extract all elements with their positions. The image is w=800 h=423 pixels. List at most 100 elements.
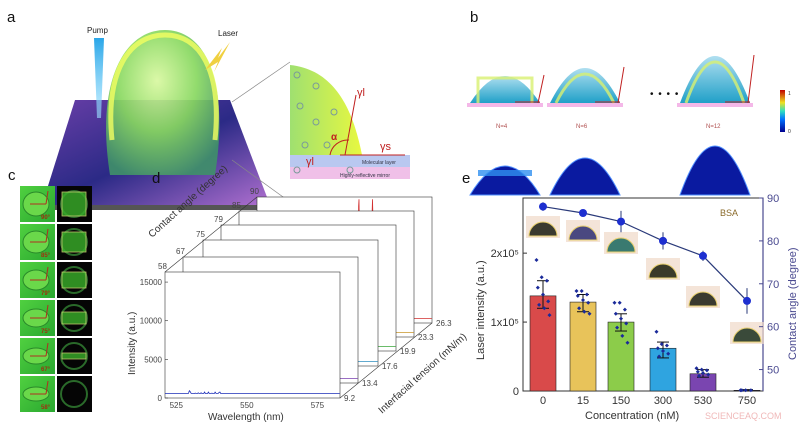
data-point [622, 307, 627, 312]
y2-tick-label: 70 [767, 279, 779, 291]
tension-tick: 26.3 [436, 319, 452, 328]
y2-tick-label: 80 [767, 236, 779, 248]
droplet-simulation [470, 76, 540, 103]
data-point [547, 313, 552, 318]
angle-label: 75° [41, 329, 51, 335]
contact-angle-tick: 58 [158, 262, 167, 271]
contact-angle-tick: 90 [250, 187, 259, 196]
contact-angle-arc [329, 139, 350, 156]
mode-label: N=4 [496, 124, 508, 130]
x-tick-label: 525 [170, 401, 184, 410]
molecular-layer-label: Molecular layer [362, 160, 396, 166]
panel-d: d 90 26.3 85 23.3 79 19.9 75 17.6 67 13.4 58 9.2 0 50… [127, 164, 469, 423]
e-y2label: Contact angle (degree) [787, 247, 799, 360]
panel-label-d: d [152, 170, 160, 187]
angle-label: 79° [41, 291, 51, 297]
data-point [535, 285, 540, 290]
data-point [546, 299, 551, 304]
mirror-label: Highly-reflective mirror [340, 173, 390, 179]
y-tick-label: 0 [513, 386, 519, 398]
data-point [541, 292, 545, 297]
zoom-line-top [231, 61, 291, 103]
data-point [620, 333, 625, 338]
data-point [537, 302, 542, 307]
data-point [539, 275, 544, 280]
spectrum-panel-58 [164, 271, 341, 399]
droplet-photo [568, 225, 598, 241]
droplet-photo [688, 291, 718, 307]
e-ylabel: Laser intensity (a.u.) [475, 260, 487, 360]
contact-angle-tick: 67 [176, 247, 185, 256]
panel-a: a Pump Laser γl α γs γl Molec [7, 9, 410, 210]
contact-angle-point [579, 209, 587, 218]
mode-box [61, 271, 87, 289]
laser-emission-icon [205, 42, 230, 72]
contact-angle-line [747, 54, 755, 104]
y-tick-label: 10000 [140, 317, 163, 326]
x-tick-label: 575 [311, 401, 325, 410]
mode-path [554, 72, 616, 104]
data-point [699, 367, 704, 372]
colorbar-min: 0 [788, 129, 791, 135]
panel-b: b N=4 N=6 N=12 • • • • 1 0 [467, 9, 791, 196]
mode-path [476, 76, 534, 103]
substrate [677, 103, 753, 107]
zoom-line-bottom [231, 159, 291, 203]
panel-label-a: a [7, 9, 16, 26]
d-ylabel: Intensity (a.u.) [127, 312, 138, 375]
panel-label-e: e [462, 170, 470, 187]
x-tick-label: 750 [738, 395, 756, 407]
y2-tick-label: 50 [767, 365, 779, 377]
contact-angle-line [537, 74, 545, 104]
fluorescence-ring [60, 380, 88, 408]
colorbar-max: 1 [788, 91, 791, 97]
mode-box [61, 191, 87, 217]
data-point [654, 329, 659, 334]
data-point [581, 298, 585, 303]
contact-angle-tick: 85 [232, 201, 241, 210]
pump-label: Pump [87, 26, 108, 35]
data-point [574, 289, 579, 294]
e-xlabel: Concentration (nM) [585, 410, 679, 422]
contact-angle-point [743, 296, 751, 305]
angle-label: 67° [41, 367, 51, 373]
droplet-resonator [106, 30, 220, 175]
x-tick-label: 150 [612, 395, 630, 407]
mode-box [61, 352, 87, 360]
laser-label: Laser [218, 29, 238, 38]
droplet-photo [606, 237, 636, 253]
data-point [534, 258, 539, 263]
data-point [615, 325, 620, 330]
fluorescence-ring [60, 304, 88, 332]
substrate [467, 103, 543, 107]
spectra-chart: 90 26.3 85 23.3 79 19.9 75 17.6 67 13.4 58 9.2 0 5000… [140, 187, 452, 410]
x-tick-label: 530 [694, 395, 712, 407]
inset-droplet-edge [290, 65, 362, 155]
tension-axis [339, 322, 433, 399]
contact-angle-point [659, 236, 667, 245]
panel-c: c 90° 85° 79° 75° 67° 58° [8, 167, 92, 412]
contact-line-inset: γl α γs γl Molecular layer Highly-reflec… [290, 65, 410, 179]
droplet-photo [732, 327, 762, 343]
tension-tick: 9.2 [344, 394, 356, 403]
gamma-s-label: γs [380, 141, 392, 153]
data-point [657, 354, 662, 359]
mode-path [684, 60, 746, 104]
d-xlabel: Wavelength (nm) [208, 412, 284, 423]
x-tick-label: 0 [540, 395, 546, 407]
x-tick-label: 300 [654, 395, 672, 407]
data-point [666, 351, 671, 356]
field-distribution-map [549, 157, 621, 196]
contact-angle-tick: 75 [196, 230, 205, 239]
panel-e: e 0 15 150 300 530 750 0 1x10⁵ 2x10⁵ 50 60 70 80 90 B… [462, 170, 799, 422]
data-point [661, 349, 665, 354]
fluorescence-ring [60, 342, 88, 370]
substrate [547, 103, 623, 107]
contact-angle-axis [164, 196, 258, 273]
substrate-edge [42, 205, 270, 210]
droplet-simulation [550, 68, 620, 103]
data-point [697, 373, 702, 378]
data-point [706, 372, 711, 377]
mode-label: N=6 [576, 124, 588, 130]
data-point [586, 300, 591, 305]
